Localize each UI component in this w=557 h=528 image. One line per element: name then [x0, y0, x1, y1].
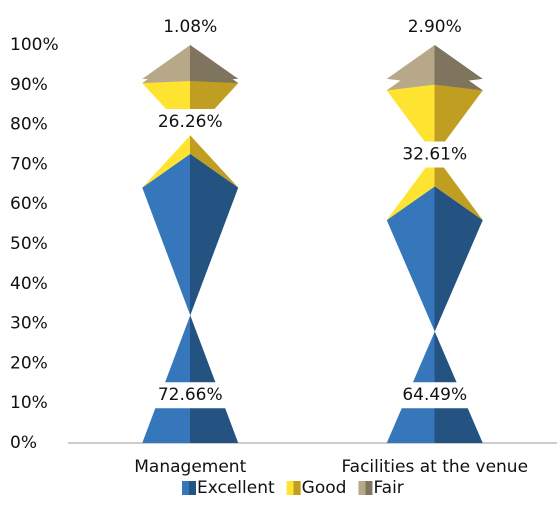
y-tick-label: 90% — [10, 75, 48, 95]
y-tick-label: 30% — [10, 314, 48, 334]
value-label: 2.90% — [408, 17, 462, 37]
y-tick-label: 60% — [10, 194, 48, 214]
y-tick-label: 0% — [10, 433, 37, 453]
label-bg — [142, 382, 239, 409]
bar-segment — [142, 45, 239, 84]
y-tick-label: 50% — [10, 234, 48, 254]
y-tick-label: 20% — [10, 353, 48, 373]
label-bg — [142, 108, 239, 135]
bar-segment — [386, 186, 483, 443]
value-label: 32.61% — [402, 144, 467, 164]
y-tick-label: 10% — [10, 393, 48, 413]
label-bg — [386, 382, 483, 409]
bar-segment — [386, 56, 483, 221]
value-label: 72.66% — [158, 385, 223, 405]
legend-label: Excellent — [197, 478, 275, 498]
bar-segment — [386, 45, 483, 91]
y-tick-label: 70% — [10, 154, 48, 174]
label-bg — [142, 14, 239, 40]
label-bg — [386, 14, 483, 40]
legend-swatch — [286, 481, 301, 495]
x-tick-label: Facilities at the venue — [341, 457, 528, 477]
value-label: 26.26% — [158, 112, 223, 132]
bar-segment — [142, 153, 239, 443]
value-label: 1.08% — [163, 17, 217, 37]
legend-swatch — [358, 481, 373, 495]
legend-label: Fair — [373, 478, 403, 498]
legend-swatch — [182, 481, 196, 495]
label-bg — [386, 141, 483, 168]
legend-label: Good — [302, 478, 347, 498]
y-tick-label: 80% — [10, 115, 48, 135]
x-tick-label: Management — [134, 457, 246, 477]
y-tick-label: 100% — [10, 35, 59, 55]
y-tick-label: 40% — [10, 274, 48, 294]
value-label: 64.49% — [402, 385, 467, 405]
